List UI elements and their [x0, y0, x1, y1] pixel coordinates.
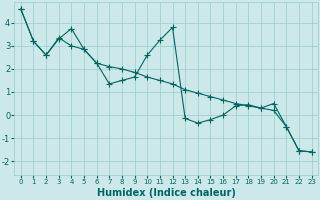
X-axis label: Humidex (Indice chaleur): Humidex (Indice chaleur) [97, 188, 236, 198]
